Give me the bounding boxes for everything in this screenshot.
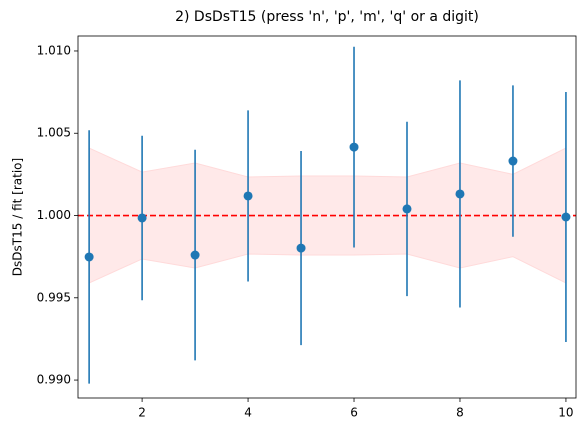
data-point <box>190 250 200 260</box>
y-tick-label: 1.010 <box>37 43 71 57</box>
chart-title: 2) DsDsT15 (press 'n', 'p', 'm', 'q' or … <box>175 9 479 25</box>
x-tick-label: 4 <box>244 406 252 420</box>
data-point <box>243 191 253 201</box>
y-tick-label: 1.000 <box>37 208 71 222</box>
y-tick-label: 1.005 <box>37 126 71 140</box>
data-point <box>455 189 465 199</box>
data-point <box>137 213 147 223</box>
x-tick-label: 6 <box>350 406 358 420</box>
data-point <box>508 156 518 166</box>
data-point <box>349 142 359 152</box>
x-tick-label: 8 <box>456 406 464 420</box>
data-point <box>296 243 306 253</box>
y-axis-label: DsDsT15 / fit [ratio] <box>11 158 25 276</box>
data-point <box>402 204 412 214</box>
x-tick-label: 10 <box>558 406 573 420</box>
y-tick-label: 0.990 <box>37 373 71 387</box>
data-point <box>561 212 571 222</box>
plot-frame <box>77 35 577 399</box>
x-tick-label: 2 <box>138 406 146 420</box>
data-point <box>84 252 94 262</box>
y-tick-label: 0.995 <box>37 290 71 304</box>
